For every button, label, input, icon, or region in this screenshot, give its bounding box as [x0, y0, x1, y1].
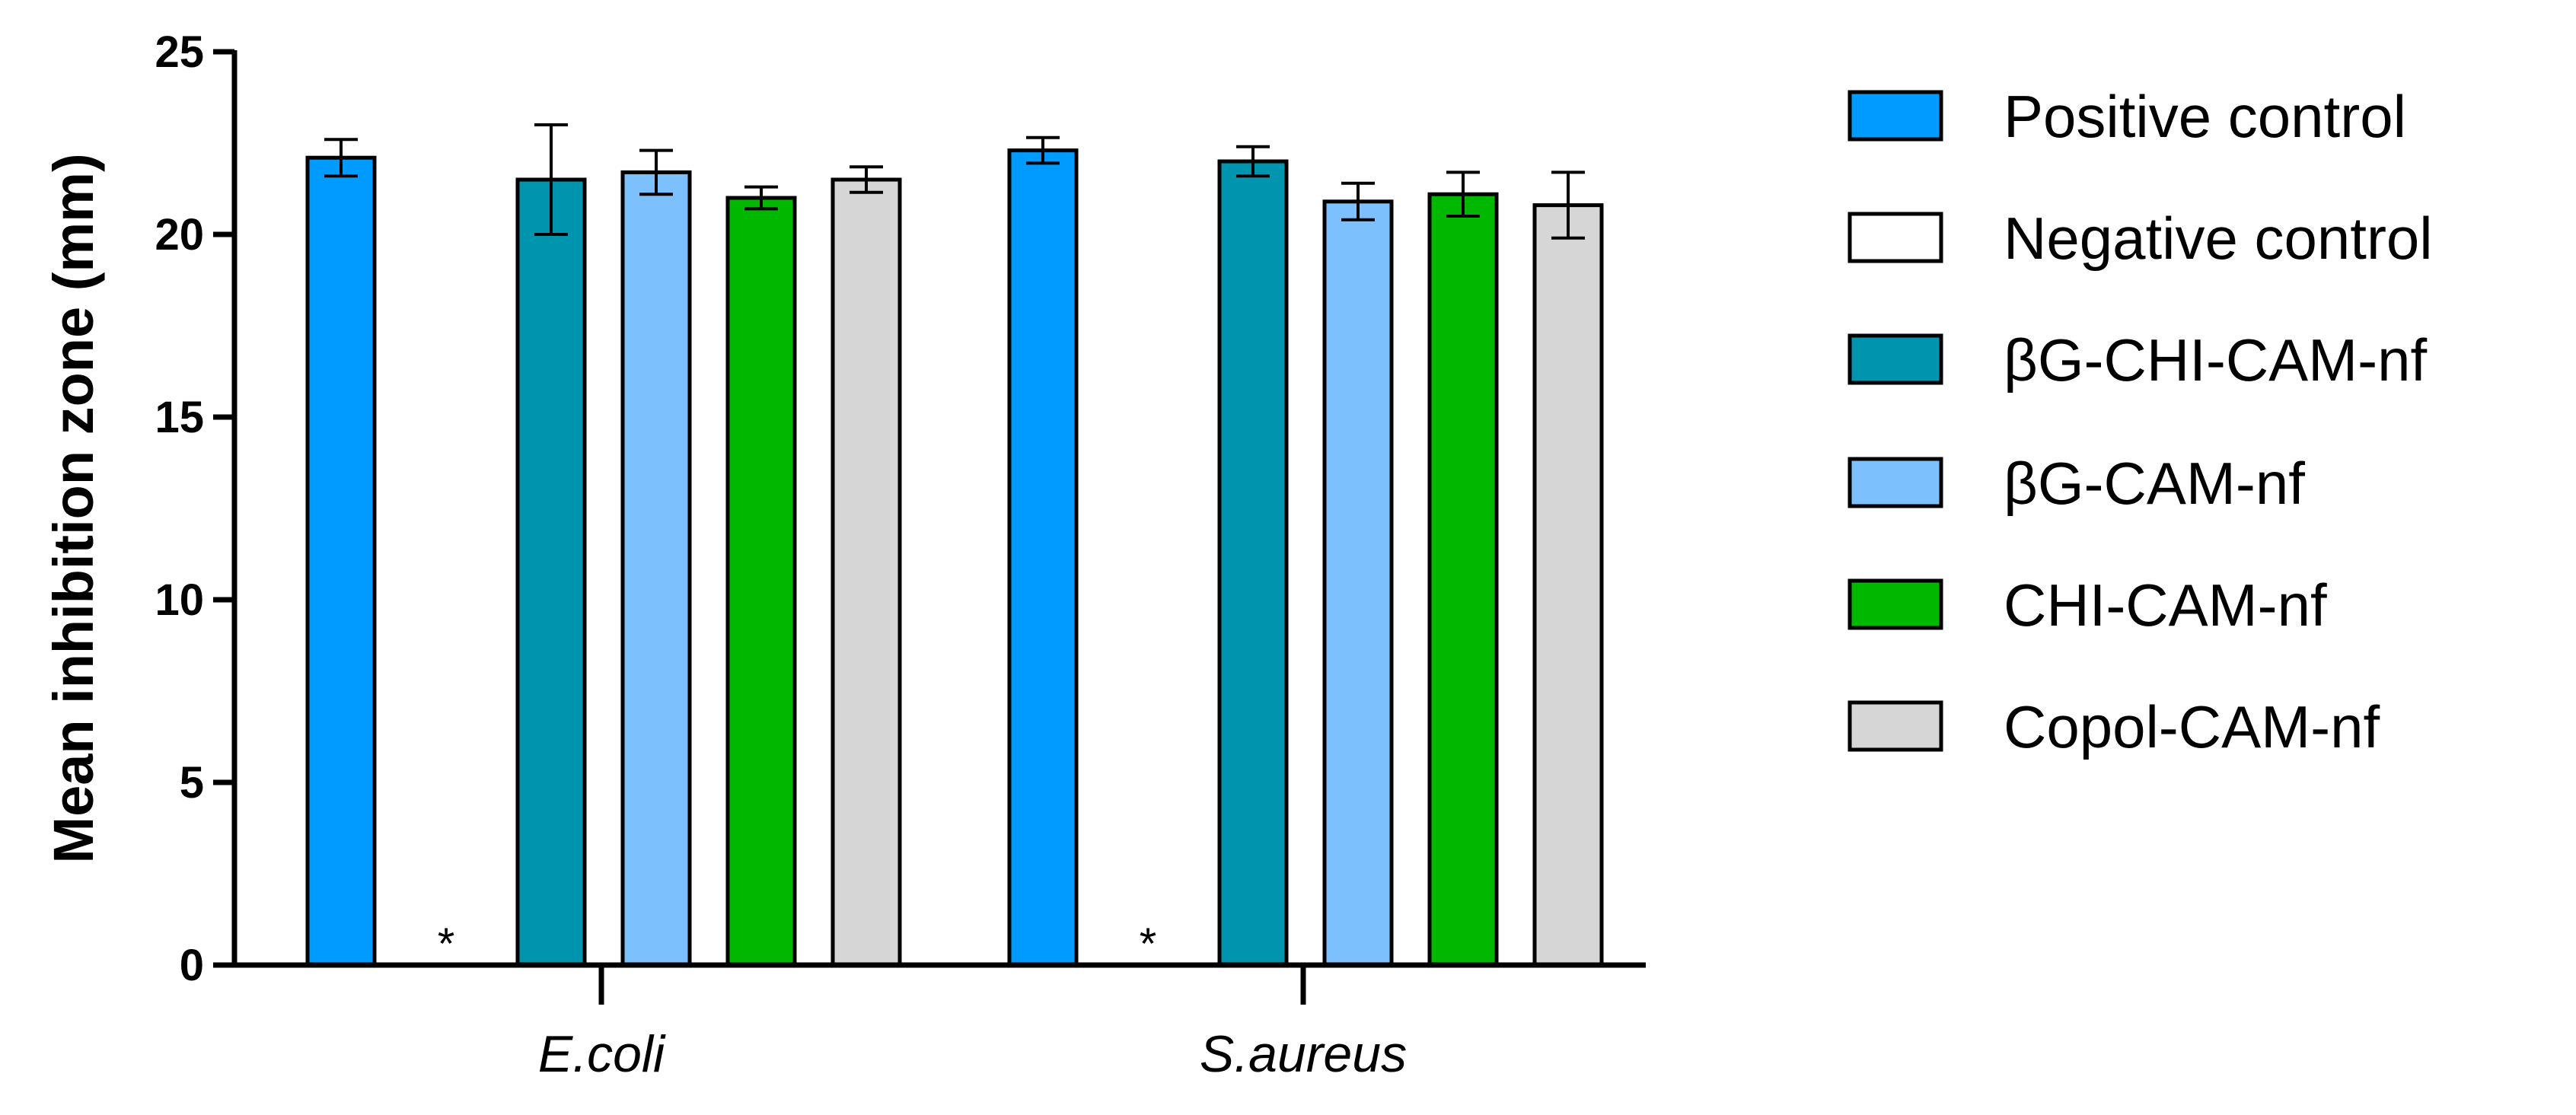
legend-swatch: [1848, 457, 1943, 508]
bar: [620, 170, 692, 967]
legend-swatch: [1848, 578, 1943, 630]
legend-label: βG-CHI-CAM-nf: [2004, 327, 2427, 393]
y-tick-label: 20: [155, 210, 204, 260]
y-tick-label: 25: [155, 27, 204, 77]
x-category-label: S.aureus: [1200, 1025, 1407, 1083]
bar: [725, 196, 797, 967]
legend-label: Copol-CAM-nf: [2004, 693, 2380, 760]
y-axis-title: Mean inhibition zone (mm): [42, 153, 105, 863]
bar: [515, 177, 587, 967]
bar: [831, 177, 902, 967]
bar: [1532, 203, 1604, 967]
legend-label: CHI-CAM-nf: [2004, 572, 2327, 639]
significance-marker: *: [1140, 919, 1157, 969]
legend-swatch: [1848, 212, 1943, 263]
bar: [1007, 148, 1079, 967]
bar: [305, 155, 377, 967]
legend-swatch: [1848, 700, 1943, 752]
bar: [1427, 192, 1499, 967]
legend-label: βG-CAM-nf: [2004, 450, 2305, 517]
y-tick-label: 15: [155, 393, 204, 442]
legend-swatch: [1848, 90, 1943, 142]
legend-label: Negative control: [2004, 205, 2433, 272]
bar: [1322, 199, 1394, 967]
legend-label: Positive control: [2004, 83, 2406, 150]
legend-swatch: [1848, 333, 1943, 385]
y-tick-label: 0: [180, 941, 204, 990]
y-tick-label: 10: [155, 575, 204, 625]
x-category-label: E.coli: [538, 1025, 666, 1083]
y-tick-label: 5: [180, 758, 204, 808]
significance-marker: *: [438, 919, 455, 969]
bar: [1217, 159, 1289, 967]
